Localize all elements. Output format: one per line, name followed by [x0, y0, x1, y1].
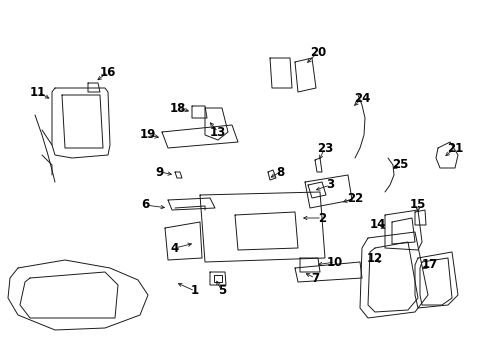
Text: 8: 8: [275, 166, 284, 179]
Text: 22: 22: [346, 192, 363, 204]
Text: 7: 7: [310, 271, 318, 284]
Text: 11: 11: [30, 85, 46, 99]
Text: 16: 16: [100, 66, 116, 78]
Text: 2: 2: [317, 211, 325, 225]
Text: 9: 9: [156, 166, 164, 179]
Text: 1: 1: [190, 284, 199, 297]
Text: 18: 18: [169, 102, 186, 114]
Text: 19: 19: [140, 129, 156, 141]
Text: 17: 17: [421, 258, 437, 271]
Text: 10: 10: [326, 256, 343, 269]
Text: 25: 25: [391, 158, 407, 171]
Text: 14: 14: [369, 219, 386, 231]
Text: 6: 6: [141, 198, 149, 211]
Text: 24: 24: [353, 91, 369, 104]
Text: 21: 21: [446, 141, 462, 154]
Text: 15: 15: [409, 198, 426, 211]
Text: 4: 4: [170, 242, 179, 255]
Text: 12: 12: [366, 252, 382, 265]
Text: 5: 5: [218, 284, 225, 297]
Text: 23: 23: [316, 141, 332, 154]
Text: 13: 13: [209, 126, 225, 139]
Text: 3: 3: [325, 179, 333, 192]
Text: 20: 20: [309, 45, 325, 58]
